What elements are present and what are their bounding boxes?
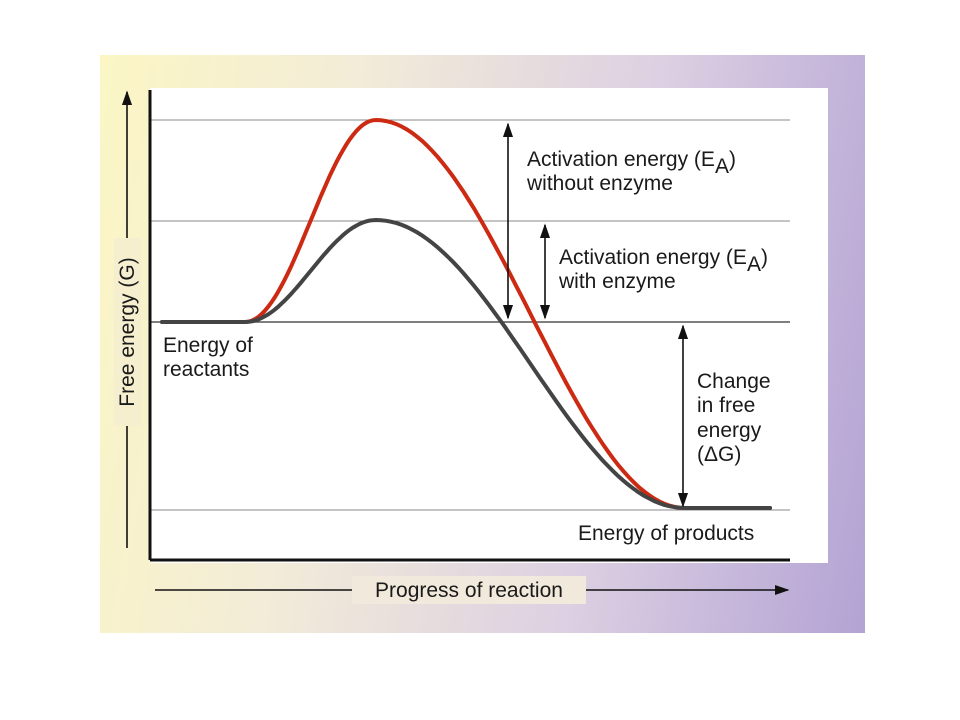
reactants-label: Energy of reactants	[163, 334, 259, 381]
ea-with-enzyme-label-text: Activation energy (E	[559, 246, 747, 269]
ea-without-enzyme-label: Activation energy (EA) without enzyme	[526, 148, 742, 195]
ea-with-enzyme-subscript: A	[747, 253, 761, 276]
reactants-label-line2: reactants	[163, 358, 249, 381]
ea-without-enzyme-label-text: Activation energy (E	[527, 148, 715, 171]
ea-with-enzyme-label-line2: with enzyme	[558, 270, 676, 293]
delta-g-label-line2: in free	[697, 394, 755, 417]
ea-without-enzyme-label-line2: without enzyme	[526, 172, 673, 195]
x-axis-label: Progress of reaction	[375, 579, 563, 602]
curve-without-enzyme	[160, 117, 772, 510]
curve-with-enzyme	[160, 217, 772, 510]
delta-g-label-line1: Change	[697, 370, 771, 393]
x-axis-label-bg	[352, 576, 586, 604]
reactants-label-line1: Energy of	[163, 334, 253, 357]
plot-area	[150, 88, 828, 563]
y-axis-label-bg	[114, 238, 141, 426]
ea-without-enzyme-close-paren: )	[729, 148, 736, 171]
ea-with-enzyme-close-paren: )	[761, 246, 768, 269]
delta-g-label-line3: energy	[697, 419, 762, 442]
ea-without-enzyme-subscript: A	[715, 155, 729, 178]
ea-with-enzyme-label: Activation energy (EA) with enzyme	[558, 246, 774, 293]
delta-g-label: Change in free energy (ΔG)	[697, 370, 776, 466]
products-label: Energy of products	[578, 522, 754, 545]
y-axis-label: Free energy (G)	[116, 257, 139, 406]
delta-g-label-line4: (ΔG)	[697, 443, 741, 466]
